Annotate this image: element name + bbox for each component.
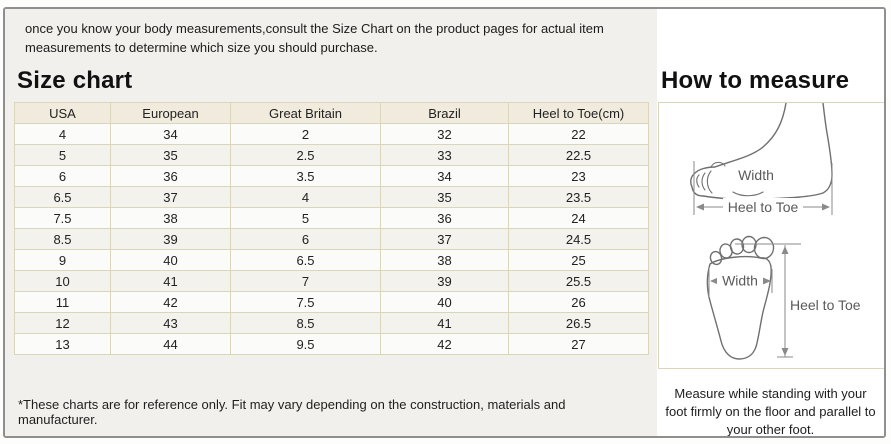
table-cell: 7.5	[230, 291, 381, 313]
table-cell: 12	[14, 312, 111, 334]
table-cell: 35	[380, 186, 509, 208]
table-row: 13 44 9.5 42 27	[14, 333, 649, 355]
table-cell: 40	[380, 291, 509, 313]
table-cell: 6	[230, 228, 381, 250]
table-row: 8.5 39 6 37 24.5	[14, 228, 649, 250]
table-row: 6.5 37 4 35 23.5	[14, 186, 649, 208]
table-cell: 6.5	[230, 249, 381, 271]
table-cell: 36	[380, 207, 509, 229]
size-table-header-row: USA European Great Britain Brazil Heel to To…	[14, 102, 649, 124]
table-row: 5 35 2.5 33 22.5	[14, 144, 649, 166]
table-cell: 33	[380, 144, 509, 166]
table-cell: 39	[380, 270, 509, 292]
how-to-measure-section: How to measure	[657, 9, 884, 436]
table-cell: 13	[14, 333, 111, 355]
table-cell: 24	[508, 207, 649, 229]
table-cell: 42	[110, 291, 231, 313]
table-cell: 4	[14, 123, 111, 145]
intro-text: once you know your body measurements,con…	[25, 21, 604, 55]
table-cell: 11	[14, 291, 111, 313]
table-cell: 44	[110, 333, 231, 355]
column-header: Brazil	[380, 102, 509, 124]
sole-heel-to-toe-label: Heel to Toe	[790, 297, 861, 313]
table-cell: 36	[110, 165, 231, 187]
table-cell: 8.5	[14, 228, 111, 250]
column-header: USA	[14, 102, 111, 124]
table-cell: 22	[508, 123, 649, 145]
table-cell: 5	[14, 144, 111, 166]
size-chart-title: Size chart	[17, 67, 133, 94]
table-cell: 9	[14, 249, 111, 271]
table-cell: 35	[110, 144, 231, 166]
how-to-measure-title: How to measure	[661, 67, 850, 94]
table-cell: 5	[230, 207, 381, 229]
column-header: European	[110, 102, 231, 124]
size-table-body: 4 34 2 32 22 5 35 2.5 33 22.5 6 36 3.5 34 23 6.5 37 4 35 23…	[14, 123, 649, 355]
table-cell: 34	[110, 123, 231, 145]
table-cell: 26.5	[508, 312, 649, 334]
sole-width-label: Width	[722, 273, 758, 289]
table-cell: 38	[380, 249, 509, 271]
table-row: 12 43 8.5 41 26.5	[14, 312, 649, 334]
size-chart-section: once you know your body measurements,con…	[5, 9, 657, 436]
table-row: 6 36 3.5 34 23	[14, 165, 649, 187]
column-header: Great Britain	[230, 102, 381, 124]
table-cell: 25.5	[508, 270, 649, 292]
reference-footnote: *These charts are for reference only. Fi…	[18, 397, 566, 427]
table-cell: 39	[110, 228, 231, 250]
table-cell: 2.5	[230, 144, 381, 166]
table-row: 11 42 7.5 40 26	[14, 291, 649, 313]
table-cell: 8.5	[230, 312, 381, 334]
table-cell: 3.5	[230, 165, 381, 187]
table-row: 10 41 7 39 25.5	[14, 270, 649, 292]
table-row: 7.5 38 5 36 24	[14, 207, 649, 229]
table-cell: 23	[508, 165, 649, 187]
table-cell: 42	[380, 333, 509, 355]
table-cell: 24.5	[508, 228, 649, 250]
table-cell: 10	[14, 270, 111, 292]
table-cell: 22.5	[508, 144, 649, 166]
table-row: 9 40 6.5 38 25	[14, 249, 649, 271]
size-conversion-table: USA European Great Britain Brazil Heel to To…	[14, 102, 649, 355]
table-cell: 41	[380, 312, 509, 334]
table-cell: 2	[230, 123, 381, 145]
table-cell: 23.5	[508, 186, 649, 208]
table-cell: 37	[380, 228, 509, 250]
side-heel-to-toe-label: Heel to Toe	[728, 199, 799, 215]
side-width-label: Width	[738, 167, 774, 183]
foot-side-view-diagram: Heel to Toe Width	[690, 103, 833, 215]
table-cell: 4	[230, 186, 381, 208]
table-cell: 32	[380, 123, 509, 145]
table-row: 4 34 2 32 22	[14, 123, 649, 145]
column-header: Heel to Toe(cm)	[508, 102, 649, 124]
table-cell: 34	[380, 165, 509, 187]
table-cell: 37	[110, 186, 231, 208]
table-cell: 43	[110, 312, 231, 334]
table-cell: 41	[110, 270, 231, 292]
table-cell: 27	[508, 333, 649, 355]
table-cell: 6.5	[14, 186, 111, 208]
table-cell: 25	[508, 249, 649, 271]
table-cell: 7	[230, 270, 381, 292]
table-cell: 40	[110, 249, 231, 271]
foot-sole-view-diagram: Width Heel to Toe	[706, 235, 861, 360]
table-cell: 7.5	[14, 207, 111, 229]
measurement-diagrams: Heel to Toe Width	[658, 102, 884, 369]
table-cell: 9.5	[230, 333, 381, 355]
table-cell: 26	[508, 291, 649, 313]
size-guide-panel: once you know your body measurements,con…	[3, 7, 886, 438]
table-cell: 6	[14, 165, 111, 187]
measurement-instructions: Measure while standing with your foot fi…	[665, 386, 876, 438]
table-cell: 38	[110, 207, 231, 229]
